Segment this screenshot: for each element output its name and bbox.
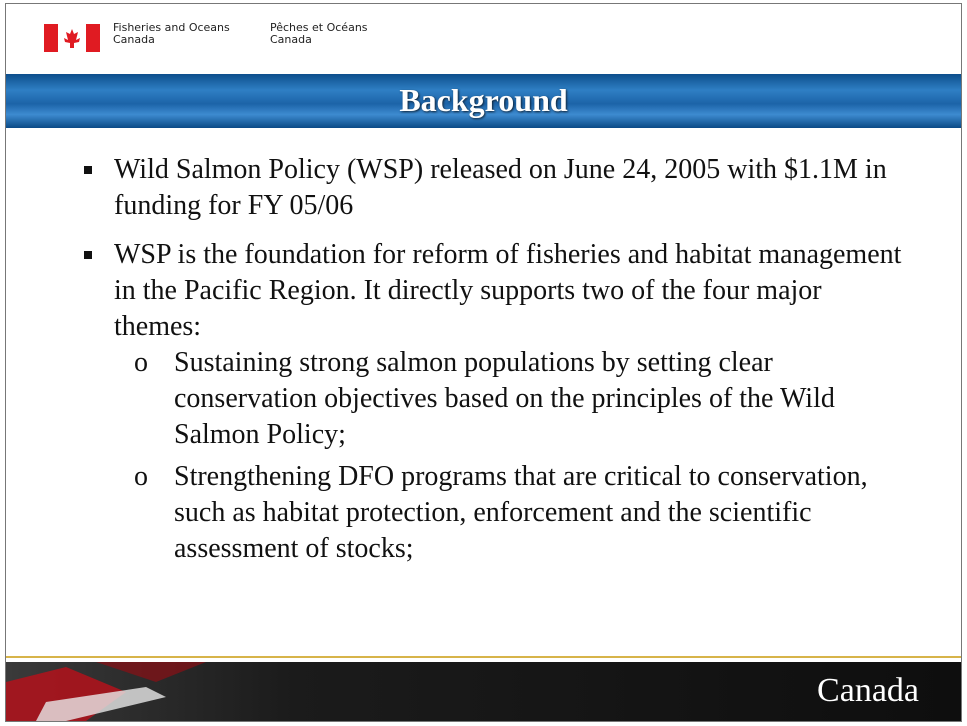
- page: {"header": {"department_en": ["Fisheries…: [0, 0, 967, 726]
- bullet-marker: [84, 251, 92, 259]
- sub-bullet-marker: o: [134, 345, 148, 381]
- footer: Canada: [6, 662, 961, 721]
- sub-bullet-text: Sustaining strong salmon populations by …: [174, 345, 919, 453]
- bullet-text: Wild Salmon Policy (WSP) released on Jun…: [114, 152, 904, 224]
- text: Canada: [270, 34, 368, 46]
- canada-flag: [44, 24, 100, 52]
- text: Canada: [113, 34, 230, 46]
- canada-wordmark: Canada: [817, 672, 919, 710]
- department-fr: Pêches et Océans Canada: [270, 22, 368, 46]
- sub-bullet-marker: o: [134, 459, 148, 495]
- slide: Fisheries and Oceans Canada Pêches et Oc…: [5, 3, 962, 722]
- title-banner: Background: [6, 74, 961, 128]
- bullet-text: WSP is the foundation for reform of fish…: [114, 237, 914, 345]
- footer-rule: [6, 656, 961, 658]
- slide-title: Background: [6, 82, 961, 119]
- flag-graphic: [6, 662, 226, 721]
- sub-bullet-text: Strengthening DFO programs that are crit…: [174, 459, 919, 567]
- bullet-marker: [84, 166, 92, 174]
- department-en: Fisheries and Oceans Canada: [113, 22, 230, 46]
